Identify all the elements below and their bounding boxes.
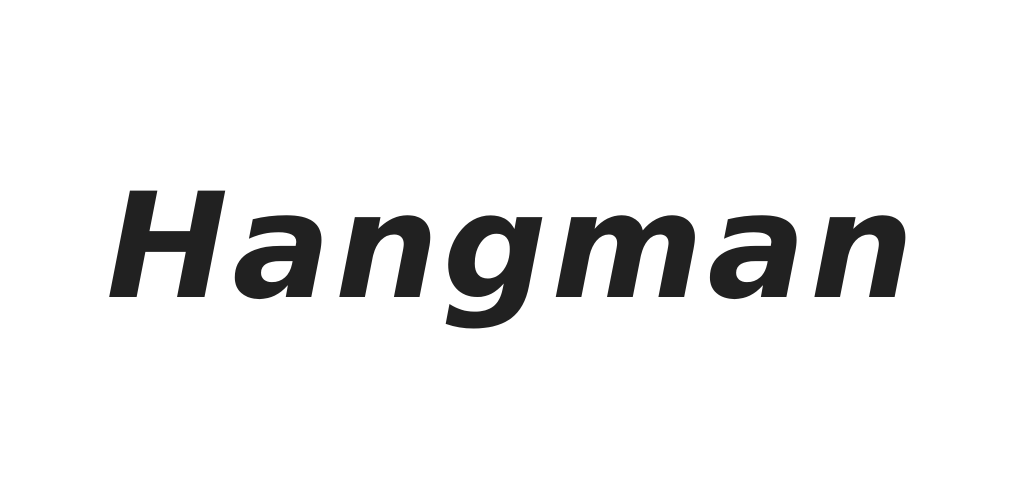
app-title: Hangman <box>106 162 918 332</box>
